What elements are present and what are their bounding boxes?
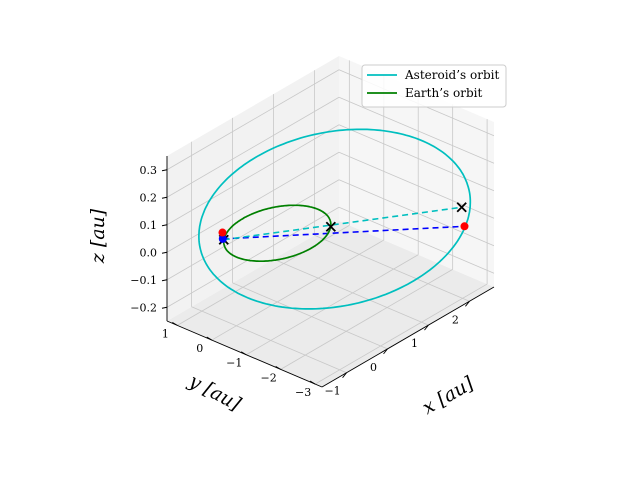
z-tick-label: 0.0	[140, 246, 158, 259]
x-tick-mark	[424, 324, 429, 331]
y-tick-label: 0	[196, 342, 203, 355]
grid-z-back-xz	[166, 151, 340, 253]
y-tick-label: −3	[295, 386, 311, 399]
x-tick-label: 0	[370, 361, 377, 374]
grid-y-floor	[211, 239, 384, 341]
y-tick-label: −1	[226, 357, 242, 370]
x-tick-label: 2	[452, 313, 459, 326]
grid-y-floor	[314, 283, 488, 385]
grid-z-back-yz	[338, 151, 495, 219]
grid-z-back-yz	[338, 124, 495, 192]
y-tick-label: 1	[162, 327, 169, 340]
z-tick-label: 0.3	[140, 164, 158, 177]
legend-box	[361, 64, 507, 108]
grid-x-floor	[191, 306, 347, 374]
y-tick-mark	[172, 322, 178, 326]
grid-x-floor	[232, 282, 388, 350]
y-tick-label: −2	[261, 371, 277, 384]
x-marker	[325, 221, 336, 232]
asteroid-orbit-line	[198, 128, 472, 310]
grid-y-floor	[246, 254, 419, 356]
z-tick-mark	[161, 279, 168, 282]
data-series	[198, 128, 472, 310]
x-tick-label: −1	[324, 385, 340, 398]
y-tick-mark	[309, 380, 316, 385]
connector-line	[222, 225, 465, 240]
grid-x-floor	[273, 258, 429, 326]
z-tick-mark	[161, 224, 168, 227]
grid-z-back-xz	[166, 124, 340, 226]
earth-orbit-line	[222, 204, 332, 263]
grid-z-back-yz	[338, 96, 495, 164]
grid-z-back-xz	[166, 96, 340, 198]
legend-label-earth: Earth’s orbit	[405, 86, 482, 100]
x-tick-mark	[465, 301, 470, 307]
x-tick-mark	[342, 372, 347, 378]
y-tick-mark	[206, 336, 213, 341]
y-tick-mark	[240, 351, 247, 356]
z-tick-label: −0.1	[130, 274, 157, 287]
z-tick-mark	[161, 169, 168, 172]
z-axis-label: z [au]	[87, 208, 109, 264]
grid-x-floor	[314, 234, 470, 302]
legend: Asteroid’s orbit Earth’s orbit	[361, 64, 507, 108]
x-axis-label: x [au]	[419, 372, 478, 419]
dot-marker	[218, 234, 227, 243]
z-tick-label: 0.2	[140, 191, 158, 204]
connector-line	[223, 206, 462, 241]
z-tick-mark	[161, 251, 168, 254]
grid-z-back-xz	[166, 179, 340, 281]
z-tick-label: −0.2	[130, 301, 157, 314]
dot-marker	[460, 222, 469, 231]
x-tick-mark	[383, 348, 388, 355]
grid-y-floor	[280, 269, 453, 370]
dot-marker	[218, 228, 227, 237]
x-tick-label: 1	[411, 337, 418, 350]
y-axis-label: y [au]	[184, 370, 244, 416]
z-tick-label: 0.1	[140, 219, 158, 232]
y-tick-mark	[275, 366, 281, 370]
grid-z-back-xz	[166, 69, 340, 171]
tick-labels: −1 0 1 2 1 0 −1 −2 −3 0.3 0.2 0.1 0.0 −0.1 −0.2	[130, 164, 470, 399]
x-marker	[456, 202, 467, 213]
floor-pane	[167, 221, 494, 387]
z-tick-mark	[161, 306, 168, 309]
legend-label-asteroid: Asteroid’s orbit	[404, 68, 499, 82]
grid-z-back-xz	[166, 206, 340, 308]
grid-z-back-yz	[338, 206, 495, 274]
z-tick-mark	[161, 196, 168, 199]
x-axis-line	[321, 286, 495, 388]
